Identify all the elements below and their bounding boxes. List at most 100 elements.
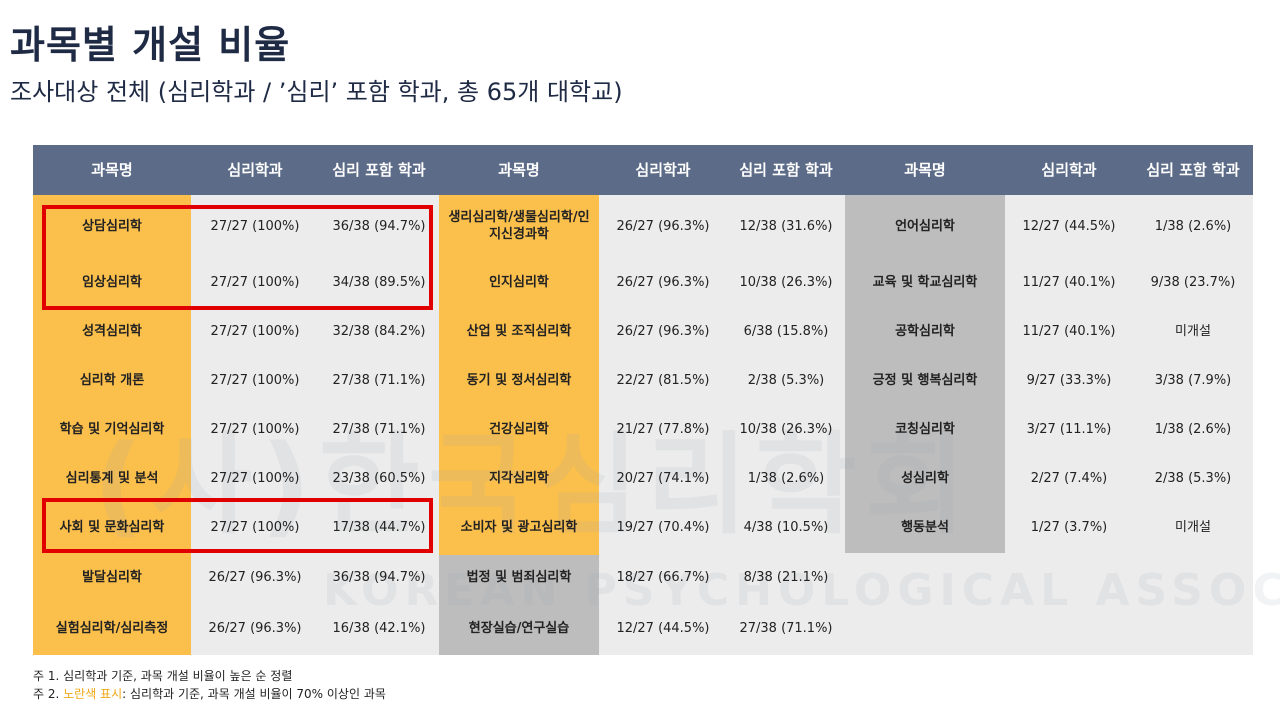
incl-rate: 10/38 (26.3%) [739, 422, 833, 437]
header-subject-3: 과목명 [904, 161, 946, 179]
psych-rate: 26/27 (96.3%) [616, 324, 710, 339]
incl-rate: 1/38 (2.6%) [747, 471, 825, 486]
subject-name: 지각심리학 [489, 471, 549, 486]
header-psych-1: 심리학과 [227, 161, 283, 179]
incl-rate: 1/38 (2.6%) [1154, 219, 1232, 234]
footnote-2: 주 2. 노란색 표시: 심리학과 기준, 과목 개설 비율이 70% 이상인 … [33, 685, 386, 702]
incl-rate: 2/38 (5.3%) [1154, 471, 1232, 486]
subject-name: 코칭심리학 [895, 422, 955, 437]
incl-rate: 23/38 (60.5%) [332, 471, 426, 486]
psych-rate: 3/27 (11.1%) [1026, 422, 1112, 437]
psych-rate: 27/27 (100%) [210, 471, 300, 486]
psych-rate: 27/27 (100%) [210, 373, 300, 388]
psych-rate: 18/27 (66.7%) [616, 570, 710, 585]
subject-name: 긍정 및 행복심리학 [872, 373, 978, 388]
incl-rate: 미개설 [1175, 324, 1211, 339]
incl-rate: 9/38 (23.7%) [1150, 275, 1236, 290]
header-subject-2: 과목명 [498, 161, 540, 179]
header-incl-2: 심리 포함 학과 [739, 161, 833, 179]
subject-table: 과목명 심리학과 심리 포함 학과 과목명 심리학과 심리 포함 학과 과목명 … [33, 145, 1280, 655]
incl-rate: 2/38 (5.3%) [747, 373, 825, 388]
table-header: 과목명 심리학과 심리 포함 학과 과목명 심리학과 심리 포함 학과 과목명 … [33, 145, 1253, 195]
yellow-band-col1 [33, 195, 191, 655]
header-incl-3: 심리 포함 학과 [1146, 161, 1240, 179]
header-incl-1: 심리 포함 학과 [332, 161, 426, 179]
gray-band-col3 [845, 195, 1005, 553]
subject-name: 현장실습/연구실습 [468, 621, 570, 636]
psych-rate: 1/27 (3.7%) [1030, 520, 1108, 535]
header-psych-2: 심리학과 [635, 161, 691, 179]
incl-rate: 32/38 (84.2%) [332, 324, 426, 339]
subject-name: 동기 및 정서심리학 [466, 373, 572, 388]
incl-rate: 4/38 (10.5%) [743, 520, 829, 535]
highlight-box-bottom [42, 498, 433, 553]
subject-name: 상담심리학 [82, 219, 142, 234]
psych-rate: 26/27 (96.3%) [208, 570, 302, 585]
incl-rate: 36/38 (94.7%) [332, 219, 426, 234]
header-psych-3: 심리학과 [1041, 161, 1097, 179]
watermark-en: KOREAN PSYCHOLOGICAL ASSOCIATION [323, 565, 1280, 616]
subject-name: 심리통계 및 분석 [65, 471, 159, 486]
psych-rate: 26/27 (96.3%) [616, 219, 710, 234]
subject-name: 생리심리학/생물심리학/인지신경과학 [448, 210, 590, 242]
psych-rate: 27/27 (100%) [210, 520, 300, 535]
psych-rate: 19/27 (70.4%) [616, 520, 710, 535]
footnote-2-prefix: 주 2. [33, 687, 64, 701]
subject-name: 법정 및 범죄심리학 [466, 570, 572, 585]
psych-rate: 11/27 (40.1%) [1022, 324, 1116, 339]
incl-rate: 36/38 (94.7%) [332, 570, 426, 585]
subject-name: 산업 및 조직심리학 [466, 324, 572, 339]
psych-rate: 2/27 (7.4%) [1030, 471, 1108, 486]
yellow-band-col2 [439, 195, 599, 555]
psych-rate: 26/27 (96.3%) [208, 621, 302, 636]
subject-name: 소비자 및 광고심리학 [460, 520, 578, 535]
incl-rate: 6/38 (15.8%) [743, 324, 829, 339]
header-subject-1: 과목명 [91, 161, 133, 179]
psych-rate: 20/27 (74.1%) [616, 471, 710, 486]
incl-rate: 27/38 (71.1%) [332, 373, 426, 388]
subject-name: 교육 및 학교심리학 [872, 275, 978, 290]
psych-rate: 26/27 (96.3%) [616, 275, 710, 290]
subject-name: 인지심리학 [489, 275, 549, 290]
incl-rate: 미개설 [1175, 520, 1211, 535]
footnote-1: 주 1. 심리학과 기준, 과목 개설 비율이 높은 순 정렬 [33, 669, 293, 683]
page-title: 과목별 개설 비율 [10, 23, 291, 67]
subject-name: 언어심리학 [895, 219, 955, 234]
subject-name: 행동분석 [901, 520, 949, 535]
psych-rate: 27/27 (100%) [210, 422, 300, 437]
psych-rate: 9/27 (33.3%) [1026, 373, 1112, 388]
subject-name: 성격심리학 [82, 324, 142, 339]
incl-rate: 27/38 (71.1%) [332, 422, 426, 437]
incl-rate: 27/38 (71.1%) [739, 621, 833, 636]
incl-rate: 3/38 (7.9%) [1154, 373, 1232, 388]
psych-rate: 12/27 (44.5%) [1022, 219, 1116, 234]
psych-rate: 27/27 (100%) [210, 275, 300, 290]
incl-rate: 16/38 (42.1%) [332, 621, 426, 636]
incl-rate: 1/38 (2.6%) [1154, 422, 1232, 437]
subject-name: 사회 및 문화심리학 [59, 520, 165, 535]
subject-name: 공학심리학 [895, 324, 955, 339]
subject-name: 발달심리학 [82, 570, 142, 585]
footnote-2-highlight: 노란색 표시 [63, 687, 123, 701]
incl-rate: 8/38 (21.1%) [743, 570, 829, 585]
footnote-2-rest: : 심리학과 기준, 과목 개설 비율이 70% 이상인 과목 [122, 687, 386, 701]
incl-rate: 10/38 (26.3%) [739, 275, 833, 290]
psych-rate: 11/27 (40.1%) [1022, 275, 1116, 290]
psych-rate: 27/27 (100%) [210, 219, 300, 234]
subject-name: 심리학 개론 [79, 373, 145, 388]
incl-rate: 17/38 (44.7%) [332, 520, 426, 535]
psych-rate: 22/27 (81.5%) [616, 373, 710, 388]
subject-name: 건강심리학 [489, 422, 549, 437]
subject-name: 학습 및 기억심리학 [59, 422, 165, 437]
psych-rate: 12/27 (44.5%) [616, 621, 710, 636]
subject-name: 실험심리학/심리측정 [55, 621, 169, 636]
incl-rate: 12/38 (31.6%) [739, 219, 833, 234]
subject-name: 성심리학 [901, 471, 949, 486]
psych-rate: 27/27 (100%) [210, 324, 300, 339]
gray-band-col2 [439, 555, 599, 655]
highlight-box-top [42, 205, 433, 310]
psych-rate: 21/27 (77.8%) [616, 422, 710, 437]
page-subtitle: 조사대상 전체 (심리학과 / ’심리’ 포함 학과, 총 65개 대학교) [10, 78, 623, 106]
incl-rate: 34/38 (89.5%) [332, 275, 426, 290]
watermark: (사)한국심리학회 [93, 421, 974, 549]
